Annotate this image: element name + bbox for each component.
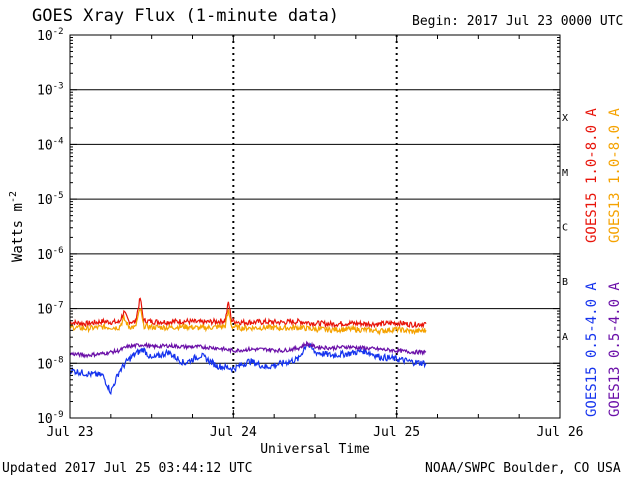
flare-class-label: M — [562, 168, 568, 179]
y-tick-label: 10-5 — [37, 191, 64, 208]
series-lines — [69, 297, 427, 396]
legend-goes15-short: GOES15 0.5-4.0 A — [584, 282, 600, 417]
legend-goes13-short: GOES13 0.5-4.0 A — [607, 282, 623, 417]
x-axis-label: Universal Time — [260, 442, 370, 457]
flare-class-label: B — [562, 277, 568, 288]
updated-timestamp: Updated 2017 Jul 25 03:44:12 UTC — [2, 461, 253, 476]
series-line-3 — [69, 342, 427, 396]
y-tick-label: 10-2 — [37, 27, 64, 44]
grid — [70, 35, 560, 418]
x-tick-label: Jul 25 — [373, 425, 420, 440]
flare-class-label: A — [562, 332, 568, 343]
chart-title: GOES Xray Flux (1-minute data) — [32, 6, 340, 26]
y-tick-label: 10-3 — [37, 82, 64, 99]
y-tick-label: 10-6 — [37, 246, 64, 263]
series-line-2 — [69, 307, 427, 336]
begin-time: Begin: 2017 Jul 23 0000 UTC — [412, 14, 624, 29]
x-tick-label: Jul 26 — [537, 425, 584, 440]
plot-frame — [69, 34, 561, 419]
credit-text: NOAA/SWPC Boulder, CO USA — [425, 461, 621, 476]
y-tick-label: 10-4 — [37, 136, 64, 153]
flare-class-label: C — [562, 223, 568, 234]
y-tick-label: 10-8 — [37, 355, 64, 372]
series-line-4 — [69, 340, 427, 359]
x-tick-label: Jul 24 — [210, 425, 257, 440]
series-line-1 — [69, 297, 427, 329]
x-tick-label: Jul 23 — [47, 425, 94, 440]
y-axis-label: Watts m-2 — [8, 191, 26, 262]
legend-goes13-long: GOES13 1.0-8.0 A — [607, 108, 623, 243]
y-tick-label: 10-7 — [37, 301, 64, 318]
flare-class-label: X — [562, 113, 568, 124]
y-tick-label: 10-9 — [37, 410, 64, 427]
legend-goes15-long: GOES15 1.0-8.0 A — [584, 108, 600, 243]
